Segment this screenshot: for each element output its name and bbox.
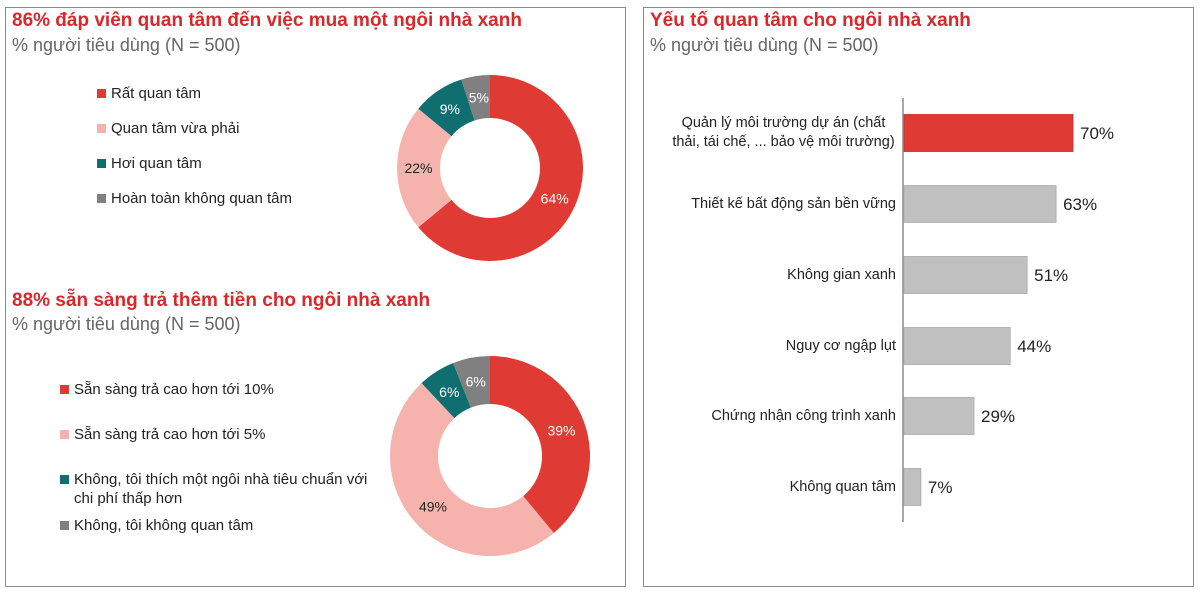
category-label-text: Thiết kế bất động sản bền vững <box>691 195 896 212</box>
donut-slice <box>453 356 490 408</box>
legend-swatch <box>97 159 106 168</box>
donut-slice <box>390 383 554 556</box>
legend-label: Sẵn sàng trả cao hơn tới 5% <box>74 426 266 443</box>
legend-label: Không, tôi không quan tâm <box>74 517 254 534</box>
legend-item: Sẵn sàng trả cao hơn tới 10% <box>60 380 390 399</box>
category-label: Nguy cơ ngập lụt <box>656 337 896 356</box>
legend-item: Rất quan tâm <box>97 84 377 103</box>
legend-swatch <box>97 194 106 203</box>
bar-value-label: 44% <box>1017 337 1051 356</box>
data-label: 6% <box>439 384 459 400</box>
legend-swatch <box>60 475 69 484</box>
data-label: 9% <box>440 101 460 117</box>
legend-item: Không, tôi thích một ngôi nhà tiêu chuẩn… <box>60 470 390 508</box>
legend-swatch <box>60 521 69 530</box>
category-label-text: Quản lý môi trường dự án (chất thải, tái… <box>672 115 895 150</box>
donut1-title: 86% đáp viên quan tâm đến việc mua một n… <box>12 10 522 31</box>
legend-label: Rất quan tâm <box>111 85 202 102</box>
legend-label: Quan tâm vừa phải <box>111 120 240 137</box>
legend-swatch <box>97 124 106 133</box>
category-label: Quản lý môi trường dự án (chất thải, tái… <box>656 114 896 152</box>
legend-item: Sẵn sàng trả cao hơn tới 5% <box>60 425 390 444</box>
bar <box>903 185 1057 223</box>
category-label: Không quan tâm <box>656 478 896 497</box>
legend-item: Hơi quan tâm <box>97 154 377 173</box>
category-label-text: Chứng nhận công trình xanh <box>711 407 896 424</box>
donut-slice <box>421 363 471 419</box>
bar-value-label: 7% <box>928 478 953 497</box>
bar-value-label: 29% <box>981 407 1015 426</box>
bar <box>903 114 1074 152</box>
data-label: 5% <box>469 89 489 105</box>
bar <box>903 256 1028 294</box>
category-label: Không gian xanh <box>656 266 896 285</box>
donut1-legend: Rất quan tâm Quan tâm vừa phải Hơi quan tâ… <box>97 84 377 208</box>
donut-slice <box>418 79 475 137</box>
donut1-subtitle: % người tiêu dùng (N = 500) <box>12 35 241 55</box>
bar-title: Yếu tố quan tâm cho ngôi nhà xanh <box>650 10 971 31</box>
data-label: 22% <box>404 160 432 176</box>
bar <box>903 397 975 435</box>
bar <box>903 468 922 506</box>
legend-label: Hơi quan tâm <box>111 155 202 172</box>
bar-value-label: 51% <box>1034 266 1068 285</box>
category-label-text: Không quan tâm <box>789 478 896 495</box>
bar <box>903 327 1011 365</box>
legend-item: Hoàn toàn không quan tâm <box>97 189 377 208</box>
legend-swatch <box>97 89 106 98</box>
category-label: Chứng nhận công trình xanh <box>656 407 896 426</box>
legend-label: Hoàn toàn không quan tâm <box>111 190 292 207</box>
category-label-text: Không gian xanh <box>787 266 896 283</box>
donut-slice <box>490 356 590 534</box>
data-label: 39% <box>547 422 575 438</box>
donut-slice <box>418 75 583 261</box>
donut2-legend: Sẵn sàng trả cao hơn tới 10% Sẵn sàng trả… <box>60 380 390 535</box>
legend-label: Không, tôi thích một ngôi nhà tiêu chuẩn… <box>74 471 368 507</box>
donut-slice <box>397 108 452 228</box>
legend-swatch <box>60 430 69 439</box>
donut2-subtitle: % người tiêu dùng (N = 500) <box>12 314 241 334</box>
legend-label: Sẵn sàng trả cao hơn tới 10% <box>74 381 274 398</box>
legend-swatch <box>60 385 69 394</box>
bar-value-label: 70% <box>1080 124 1114 143</box>
data-label: 6% <box>466 373 486 389</box>
data-label: 64% <box>541 190 569 206</box>
category-label: Thiết kế bất động sản bền vững <box>656 195 896 214</box>
donut2-title: 88% sẵn sàng trả thêm tiền cho ngôi nhà … <box>12 290 431 311</box>
donut-slice <box>461 75 490 121</box>
bar-subtitle: % người tiêu dùng (N = 500) <box>650 35 879 55</box>
legend-item: Không, tôi không quan tâm <box>60 516 390 535</box>
data-label: 49% <box>419 498 447 514</box>
category-label-text: Nguy cơ ngập lụt <box>785 337 896 354</box>
bar-value-label: 63% <box>1063 195 1097 214</box>
legend-item: Quan tâm vừa phải <box>97 119 377 138</box>
